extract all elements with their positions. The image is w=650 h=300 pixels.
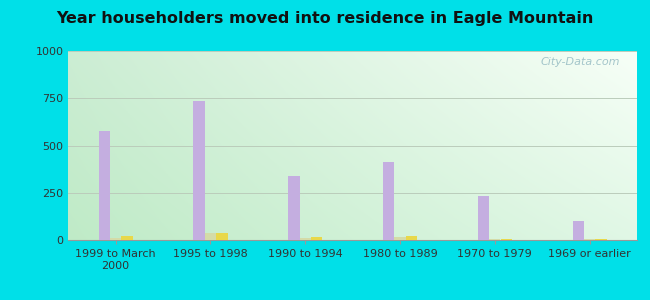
Bar — [110, 238, 122, 240]
Bar — [500, 239, 512, 240]
Bar — [395, 237, 406, 240]
Bar — [216, 233, 228, 240]
Bar — [300, 238, 311, 240]
Bar — [122, 236, 133, 240]
Bar — [573, 221, 584, 240]
Text: City-Data.com: City-Data.com — [540, 57, 620, 67]
Bar — [194, 101, 205, 240]
Bar — [205, 233, 216, 240]
Bar — [406, 236, 417, 240]
Text: Year householders moved into residence in Eagle Mountain: Year householders moved into residence i… — [57, 11, 593, 26]
Bar — [288, 176, 300, 240]
Bar — [584, 239, 595, 240]
Bar — [383, 162, 395, 240]
Bar — [595, 239, 606, 240]
Bar — [99, 131, 110, 240]
Bar — [489, 239, 500, 240]
Bar — [311, 237, 322, 240]
Bar — [478, 196, 489, 240]
